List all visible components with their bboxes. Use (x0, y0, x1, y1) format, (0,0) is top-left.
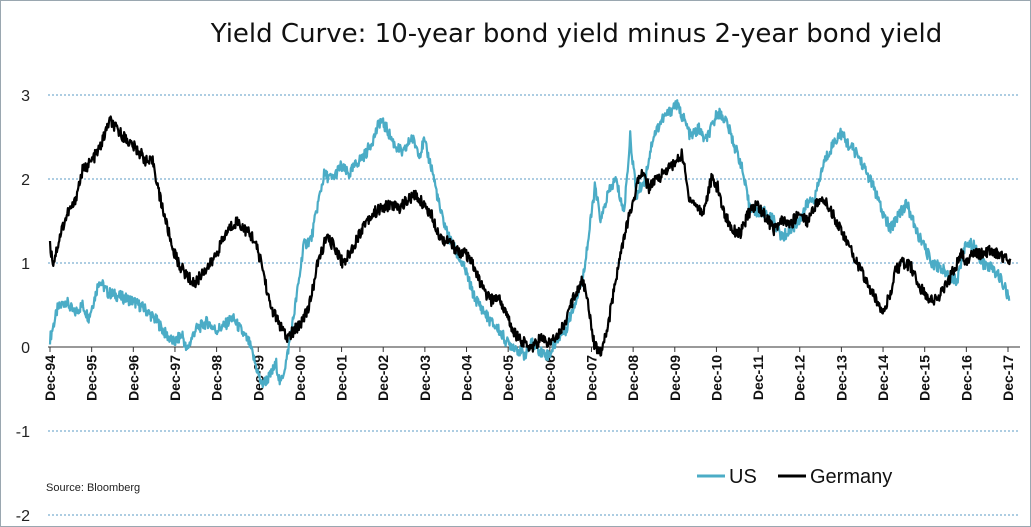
x-tick-label: Dec-05 (500, 355, 516, 401)
x-tick-label: Dec-98 (209, 355, 225, 401)
x-tick-label: Dec-16 (958, 355, 974, 401)
x-tick-label: Dec-08 (625, 355, 641, 401)
x-tick-label: Dec-99 (250, 355, 266, 401)
x-tick-label: Dec-94 (42, 355, 58, 401)
series-line-germany (48, 115, 1012, 357)
y-tick-label: 3 (21, 88, 30, 105)
y-tick-label: -1 (16, 424, 30, 441)
x-tick-label: Dec-97 (167, 355, 183, 401)
x-tick-label: Dec-95 (84, 355, 100, 401)
x-tick-label: Dec-96 (125, 355, 141, 401)
x-tick-label: Dec-11 (750, 355, 766, 400)
x-tick-label: Dec-01 (334, 355, 350, 401)
x-tick-label: Dec-00 (292, 355, 308, 401)
x-tick-label: Dec-04 (459, 355, 475, 401)
legend-label-us: US (729, 466, 757, 488)
legend-label-germany: Germany (810, 466, 892, 488)
x-tick-label: Dec-12 (792, 355, 808, 401)
x-tick-label: Dec-07 (583, 355, 599, 401)
x-tick-label: Dec-10 (708, 355, 724, 401)
x-tick-label: Dec-03 (417, 355, 433, 401)
x-tick-label: Dec-17 (1000, 355, 1016, 401)
x-tick-label: Dec-09 (667, 355, 683, 401)
y-tick-label: 1 (21, 256, 30, 273)
y-tick-label: -2 (16, 508, 30, 525)
y-tick-label: 0 (21, 340, 30, 357)
chart-title: Yield Curve: 10-year bond yield minus 2-… (210, 19, 943, 49)
chart-source: Source: Bloomberg (46, 482, 141, 494)
y-tick-label: 2 (21, 172, 30, 189)
x-tick-label: Dec-15 (917, 355, 933, 401)
x-tick-label: Dec-02 (375, 355, 391, 401)
x-tick-label: Dec-06 (542, 355, 558, 401)
x-tick-label: Dec-13 (833, 355, 849, 401)
x-tick-label: Dec-14 (875, 355, 891, 401)
